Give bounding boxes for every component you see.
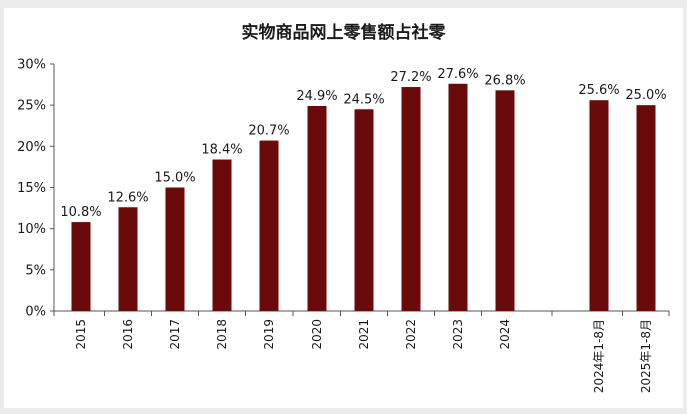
bar <box>259 140 279 311</box>
data-label: 20.7% <box>248 124 289 139</box>
y-tick-label: 30% <box>17 58 46 73</box>
bar <box>495 90 515 311</box>
y-tick-label: 5% <box>25 263 46 278</box>
x-tick-label: 2020 <box>310 319 324 350</box>
data-label: 15.0% <box>154 171 195 186</box>
x-tick-label: 2024年1-8月 <box>592 319 606 393</box>
data-label: 25.6% <box>578 83 619 98</box>
chart-card: 实物商品网上零售额占社零 0% 5% 10% 15% 20% 25% 30% 10.8% 201… <box>4 8 683 408</box>
data-label: 24.5% <box>343 92 384 107</box>
x-tick-label: 2023 <box>451 319 465 350</box>
bar <box>307 105 327 312</box>
x-tick-label: 2022 <box>404 319 418 350</box>
x-tick-label: 2017 <box>168 319 182 350</box>
bar <box>636 105 656 312</box>
data-label: 25.0% <box>625 88 666 103</box>
data-label: 26.8% <box>484 73 525 88</box>
bar <box>589 100 609 311</box>
y-tick-label: 0% <box>25 305 46 320</box>
x-tick-label: 2025年1-8月 <box>639 319 653 393</box>
x-tick-label: 2015 <box>74 319 88 350</box>
bar <box>118 207 138 311</box>
x-tick-label: 2024 <box>498 319 512 350</box>
x-tick-label: 2021 <box>357 319 371 350</box>
chart-title: 实物商品网上零售额占社零 <box>241 23 446 43</box>
data-label: 27.6% <box>437 67 478 82</box>
data-label: 24.9% <box>296 89 337 104</box>
y-tick-label: 20% <box>17 140 46 155</box>
bar <box>354 109 374 312</box>
data-label: 27.2% <box>390 70 431 85</box>
x-tick-label: 2019 <box>262 319 276 350</box>
x-tick-label: 2016 <box>121 319 135 350</box>
bar <box>448 83 468 311</box>
data-label: 10.8% <box>60 205 101 220</box>
bar <box>401 87 421 311</box>
x-tick-label: 2018 <box>215 319 229 350</box>
y-tick-label: 10% <box>17 222 46 237</box>
bar <box>212 159 232 311</box>
bar <box>165 187 185 311</box>
data-label: 18.4% <box>201 143 242 158</box>
y-tick-label: 25% <box>17 99 46 114</box>
y-tick-label: 15% <box>17 181 46 196</box>
bar <box>71 222 91 311</box>
data-label: 12.6% <box>107 190 148 205</box>
bar-chart: 0% 5% 10% 15% 20% 25% 30% 10.8% 2015 12.6% 2016 15.… <box>17 58 670 393</box>
